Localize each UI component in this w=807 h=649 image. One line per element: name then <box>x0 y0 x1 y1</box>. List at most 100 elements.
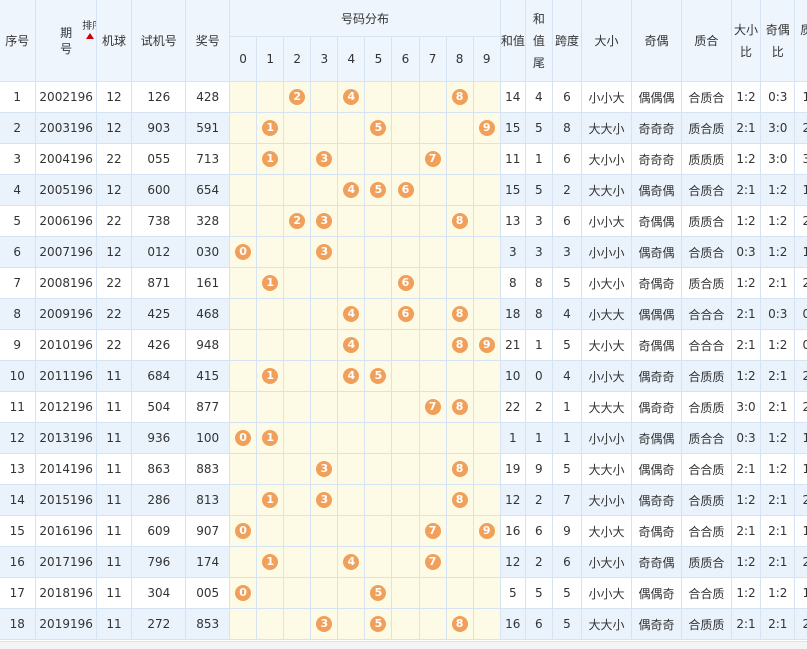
cell-sum-tail: 9 <box>524 453 553 485</box>
cell-span: 4 <box>551 298 583 330</box>
cell-machine: 12 <box>95 81 133 113</box>
cell-big-small: 大大小 <box>581 608 632 640</box>
cell-big-small: 大小大 <box>581 515 632 547</box>
header-seq: 序号 <box>0 0 37 82</box>
cell-period: 2008196 <box>35 267 97 299</box>
cell-seq: 12 <box>0 422 37 454</box>
dist-cell-4 <box>337 515 366 547</box>
digit-ball: 8 <box>451 213 468 229</box>
cell-machine: 11 <box>95 546 133 578</box>
cell-prize-no: 468 <box>185 298 231 330</box>
dist-cell-9 <box>472 360 501 392</box>
horizontal-scrollbar[interactable] <box>0 641 807 649</box>
dist-cell-8 <box>445 236 474 268</box>
cell-seq: 3 <box>0 143 37 175</box>
table-row: 11201219611504877782221大大大偶奇奇合质质3:02:12:… <box>0 391 807 423</box>
cell-period: 2019196 <box>35 608 97 640</box>
dist-cell-3 <box>310 391 339 423</box>
digit-ball: 1 <box>262 368 279 384</box>
dist-cell-6 <box>391 112 420 144</box>
digit-ball: 3 <box>316 244 333 260</box>
digit-ball: 3 <box>316 151 333 167</box>
cell-prize-no: 907 <box>185 515 231 547</box>
dist-cell-9 <box>472 577 501 609</box>
cell-prime-composite: 质合质 <box>680 267 732 299</box>
digit-ball: 8 <box>451 492 468 508</box>
dist-cell-0 <box>229 112 258 144</box>
cell-seq: 1 <box>0 81 37 113</box>
digit-ball: 7 <box>424 151 441 167</box>
sort-button[interactable]: 排序 <box>82 20 95 32</box>
digit-ball: 9 <box>478 120 495 136</box>
cell-bs-ratio: 2:1 <box>730 515 762 547</box>
digit-ball: 4 <box>343 182 360 198</box>
cell-odd-even: 偶偶偶 <box>630 298 682 330</box>
dist-cell-3 <box>310 546 339 578</box>
cell-prize-no: 591 <box>185 112 231 144</box>
cell-seq: 17 <box>0 577 37 609</box>
header-period[interactable]: 期 排序 号 <box>35 0 97 82</box>
cell-prime-composite: 合合质 <box>680 453 732 485</box>
dist-cell-7 <box>418 174 447 206</box>
header-prime-composite: 质合 <box>680 0 732 82</box>
cell-seq: 8 <box>0 298 37 330</box>
cell-prize-no: 654 <box>185 174 231 206</box>
digit-header-5: 5 <box>364 36 393 82</box>
dist-cell-6 <box>391 329 420 361</box>
dist-cell-6 <box>391 422 420 454</box>
dist-cell-8 <box>445 360 474 392</box>
cell-test-no: 600 <box>131 174 187 206</box>
cell-prize-no: 005 <box>185 577 231 609</box>
cell-sum: 14 <box>499 81 526 113</box>
cell-sum-tail: 2 <box>524 546 553 578</box>
cell-oe-ratio: 1:2 <box>760 205 796 237</box>
dist-cell-0 <box>229 174 258 206</box>
dist-cell-5 <box>364 515 393 547</box>
cell-test-no: 286 <box>131 484 187 516</box>
cell-odd-even: 偶偶奇 <box>630 577 682 609</box>
cell-big-small: 小小小 <box>581 422 632 454</box>
dist-cell-9 <box>472 546 501 578</box>
header-sum-tail-3: 尾 <box>532 55 545 70</box>
cell-period: 2011196 <box>35 360 97 392</box>
cell-test-no: 426 <box>131 329 187 361</box>
cell-seq: 14 <box>0 484 37 516</box>
cell-odd-even: 偶奇奇 <box>630 608 682 640</box>
cell-machine: 22 <box>95 205 133 237</box>
dist-cell-3 <box>310 267 339 299</box>
dist-cell-0: 0 <box>229 236 258 268</box>
digit-ball: 7 <box>424 523 441 539</box>
dist-cell-1 <box>256 174 285 206</box>
dist-cell-4 <box>337 112 366 144</box>
digit-header-4: 4 <box>337 36 366 82</box>
digit-ball: 1 <box>262 151 279 167</box>
cell-seq: 7 <box>0 267 37 299</box>
digit-ball: 8 <box>451 89 468 105</box>
digit-header-7: 7 <box>418 36 447 82</box>
cell-pc-ratio: 1:2 <box>794 174 807 206</box>
cell-sum: 11 <box>499 143 526 175</box>
cell-big-small: 大大小 <box>581 174 632 206</box>
cell-test-no: 055 <box>131 143 187 175</box>
cell-span: 6 <box>551 143 583 175</box>
dist-cell-5: 5 <box>364 360 393 392</box>
dist-cell-6 <box>391 81 420 113</box>
header-period-label: 期 <box>60 25 73 40</box>
cell-sum: 12 <box>499 546 526 578</box>
dist-cell-2: 2 <box>283 205 312 237</box>
digit-ball: 8 <box>451 306 468 322</box>
dist-cell-7 <box>418 81 447 113</box>
cell-span: 5 <box>551 267 583 299</box>
cell-pc-ratio: 1:2 <box>794 515 807 547</box>
cell-sum-tail: 5 <box>524 174 553 206</box>
sort-arrow-icon[interactable] <box>86 32 95 39</box>
cell-prize-no: 328 <box>185 205 231 237</box>
dist-cell-5 <box>364 391 393 423</box>
dist-cell-0 <box>229 329 258 361</box>
dist-cell-2 <box>283 298 312 330</box>
dist-cell-2 <box>283 391 312 423</box>
header-bs-ratio-2: 比 <box>739 44 752 59</box>
cell-prize-no: 877 <box>185 391 231 423</box>
